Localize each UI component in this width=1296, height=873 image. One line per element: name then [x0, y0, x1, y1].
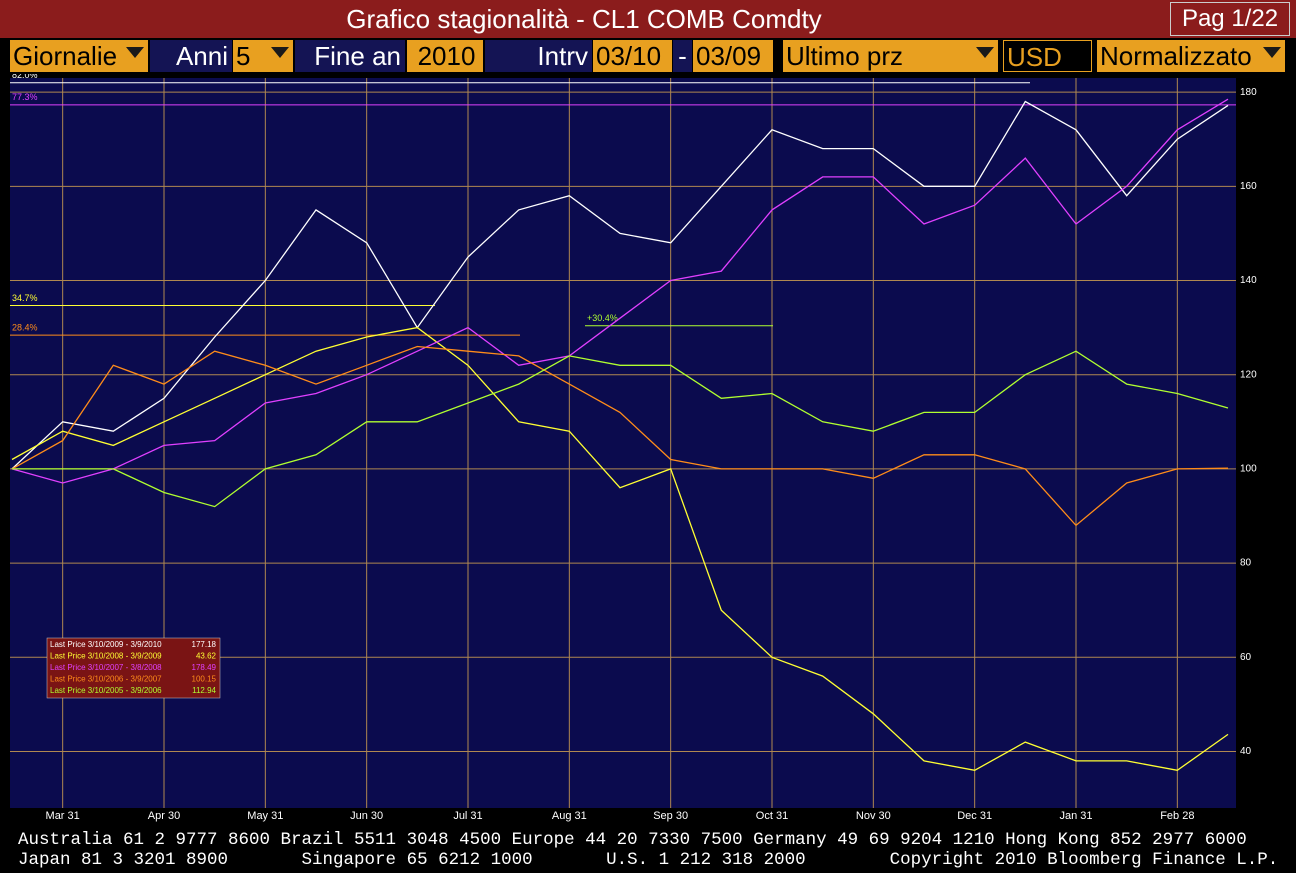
footer-line: Japan 81 3 3201 8900 Singapore 65 6212 1…: [18, 850, 1279, 870]
annotation-label: 28.4%: [12, 323, 38, 333]
separator: -: [673, 40, 692, 72]
y-tick-label: 60: [1240, 652, 1252, 663]
legend-box: [46, 637, 221, 699]
x-tick-label: Jul 31: [453, 810, 482, 822]
x-tick-label: Jun 30: [350, 810, 383, 822]
legend-label: Last Price 3/10/2005 - 3/9/2006: [50, 686, 162, 695]
x-tick-label: Oct 31: [756, 810, 788, 822]
x-tick-label: Jan 31: [1059, 810, 1092, 822]
series-line: [11, 100, 1229, 470]
legend-value: 112.94: [192, 686, 216, 695]
y-tick-label: 40: [1240, 746, 1252, 757]
series-line: [11, 326, 1229, 771]
annotation-label: 34.7%: [12, 293, 38, 303]
y-tick-label: 160: [1240, 181, 1257, 192]
frequency[interactable]: Giornalie: [10, 40, 148, 72]
x-tick-label: May 31: [247, 810, 283, 822]
x-tick-label: Apr 30: [148, 810, 180, 822]
x-tick-label: Mar 31: [46, 810, 80, 822]
header: Grafico stagionalità - CL1 COMB Comdty P…: [0, 0, 1296, 38]
series-line: [11, 98, 1229, 484]
legend-label: Last Price 3/10/2009 - 3/9/2010: [50, 640, 162, 649]
x-tick-label: Dec 31: [957, 810, 992, 822]
mode[interactable]: Normalizzato: [1097, 40, 1285, 72]
currency[interactable]: USD: [1003, 40, 1092, 72]
y-tick-label: 120: [1240, 369, 1257, 380]
legend-label: Last Price 3/10/2007 - 3/8/2008: [50, 663, 162, 672]
legend: Last Price 3/10/2009 - 3/9/2010 177.18 Las…: [46, 637, 221, 699]
legend-label: Last Price 3/10/2006 - 3/9/2007: [50, 675, 162, 684]
x-tick-label: Aug 31: [552, 810, 587, 822]
annotation-label: 77.3%: [12, 92, 38, 102]
end-year[interactable]: 2010: [407, 40, 483, 72]
legend-label: Last Price 3/10/2008 - 3/9/2009: [50, 652, 162, 661]
series-line: [11, 345, 1229, 527]
x-tick-label: Nov 30: [856, 810, 891, 822]
legend-value: 43.62: [196, 652, 217, 661]
from-date[interactable]: 03/10: [593, 40, 672, 72]
title: Grafico stagionalità - CL1 COMB Comdty: [346, 4, 822, 34]
x-tick-label: Feb 28: [1160, 810, 1194, 822]
legend-value: 100.15: [192, 675, 217, 684]
years[interactable]: 5: [233, 40, 293, 72]
y-tick-label: 80: [1240, 558, 1252, 569]
years-label: Anni: [150, 40, 232, 72]
annotation-label: +30.4%: [587, 313, 618, 323]
footer-line: Australia 61 2 9777 8600 Brazil 5511 304…: [18, 830, 1247, 850]
to-date[interactable]: 03/09: [693, 40, 773, 72]
annotation-label: 82.0%: [12, 74, 38, 80]
y-tick-label: 180: [1240, 87, 1257, 98]
end-label: Fine an: [295, 40, 405, 72]
y-tick-label: 100: [1240, 464, 1257, 475]
chart: 40 60 80 100 120 140 160 180 Mar 31 Apr 30 May 31 J…: [10, 74, 1257, 822]
field[interactable]: Ultimo prz: [783, 40, 998, 72]
page-number[interactable]: Pag 1/22: [1170, 2, 1290, 36]
interval-label: Intrv: [485, 40, 592, 72]
series-line: [12, 350, 1229, 508]
legend-value: 178.49: [192, 663, 217, 672]
y-tick-label: 140: [1240, 275, 1257, 286]
legend-value: 177.18: [192, 640, 217, 649]
x-tick-label: Sep 30: [653, 810, 688, 822]
